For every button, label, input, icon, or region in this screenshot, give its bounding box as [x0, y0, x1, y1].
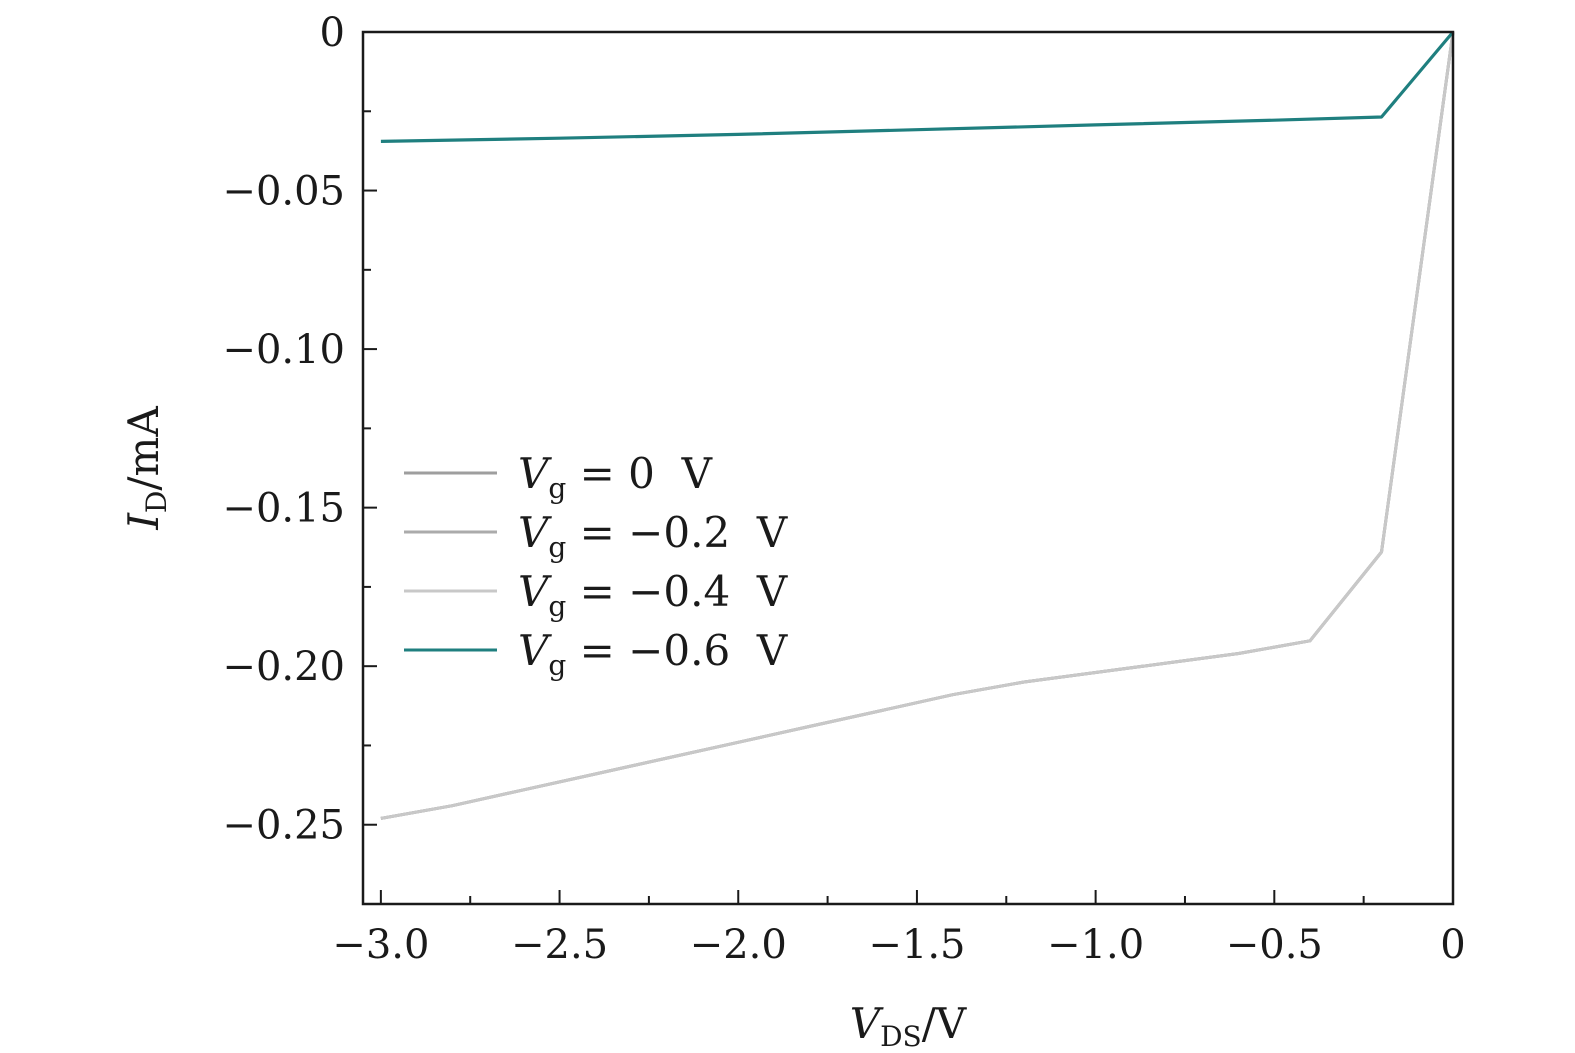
y-tick-label-5: −0.25: [222, 803, 345, 849]
legend-label-1: Vg = −0.2 V: [518, 508, 788, 564]
y-tick-label-4: −0.20: [222, 644, 345, 690]
y-axis-title: ID/mA: [119, 406, 173, 531]
series-line-2: [380, 31, 1455, 820]
y-tick-label-1: −0.05: [222, 169, 345, 215]
x-tick-label-0: −3.0: [332, 922, 429, 968]
x-tick-label-5: −0.5: [1226, 922, 1323, 968]
legend-label-0: Vg = 0 V: [518, 449, 713, 505]
y-axis-title-subscript: D: [140, 491, 173, 513]
legend: Vg = 0 V Vg = −0.2 V Vg = −0.4 V Vg = −0…: [404, 449, 788, 682]
legend-label-3: Vg = −0.6 V: [518, 626, 788, 682]
y-tick-label-2: −0.10: [222, 327, 345, 373]
x-axis-title-symbol: V: [850, 999, 884, 1048]
x-tick-label-4: −1.0: [1047, 922, 1144, 968]
y-axis-title-symbol: I: [119, 512, 168, 531]
tick-labels-layer: −3.0 −2.5 −2.0 −1.5 −1.0 −0.5 0 0 −0.05 −0.10 −0.1…: [222, 10, 1465, 968]
x-tick-label-3: −1.5: [868, 922, 965, 968]
y-tick-label-0: 0: [320, 10, 345, 56]
series-line-3: [380, 30, 1455, 143]
series-layer: [380, 30, 1455, 820]
x-tick-label-1: −2.5: [511, 922, 608, 968]
x-axis-title: VDS/V: [850, 999, 967, 1053]
plot-frame: [361, 30, 1455, 906]
x-axis-title-subscript: DS: [880, 1020, 922, 1053]
legend-label-2: Vg = −0.4 V: [518, 567, 788, 623]
y-tick-label-3: −0.15: [222, 486, 345, 532]
x-tick-label-2: −2.0: [690, 922, 787, 968]
x-axis-title-unit: /V: [922, 999, 967, 1048]
y-axis-title-unit: /mA: [119, 406, 168, 491]
x-tick-label-6: 0: [1440, 922, 1465, 968]
